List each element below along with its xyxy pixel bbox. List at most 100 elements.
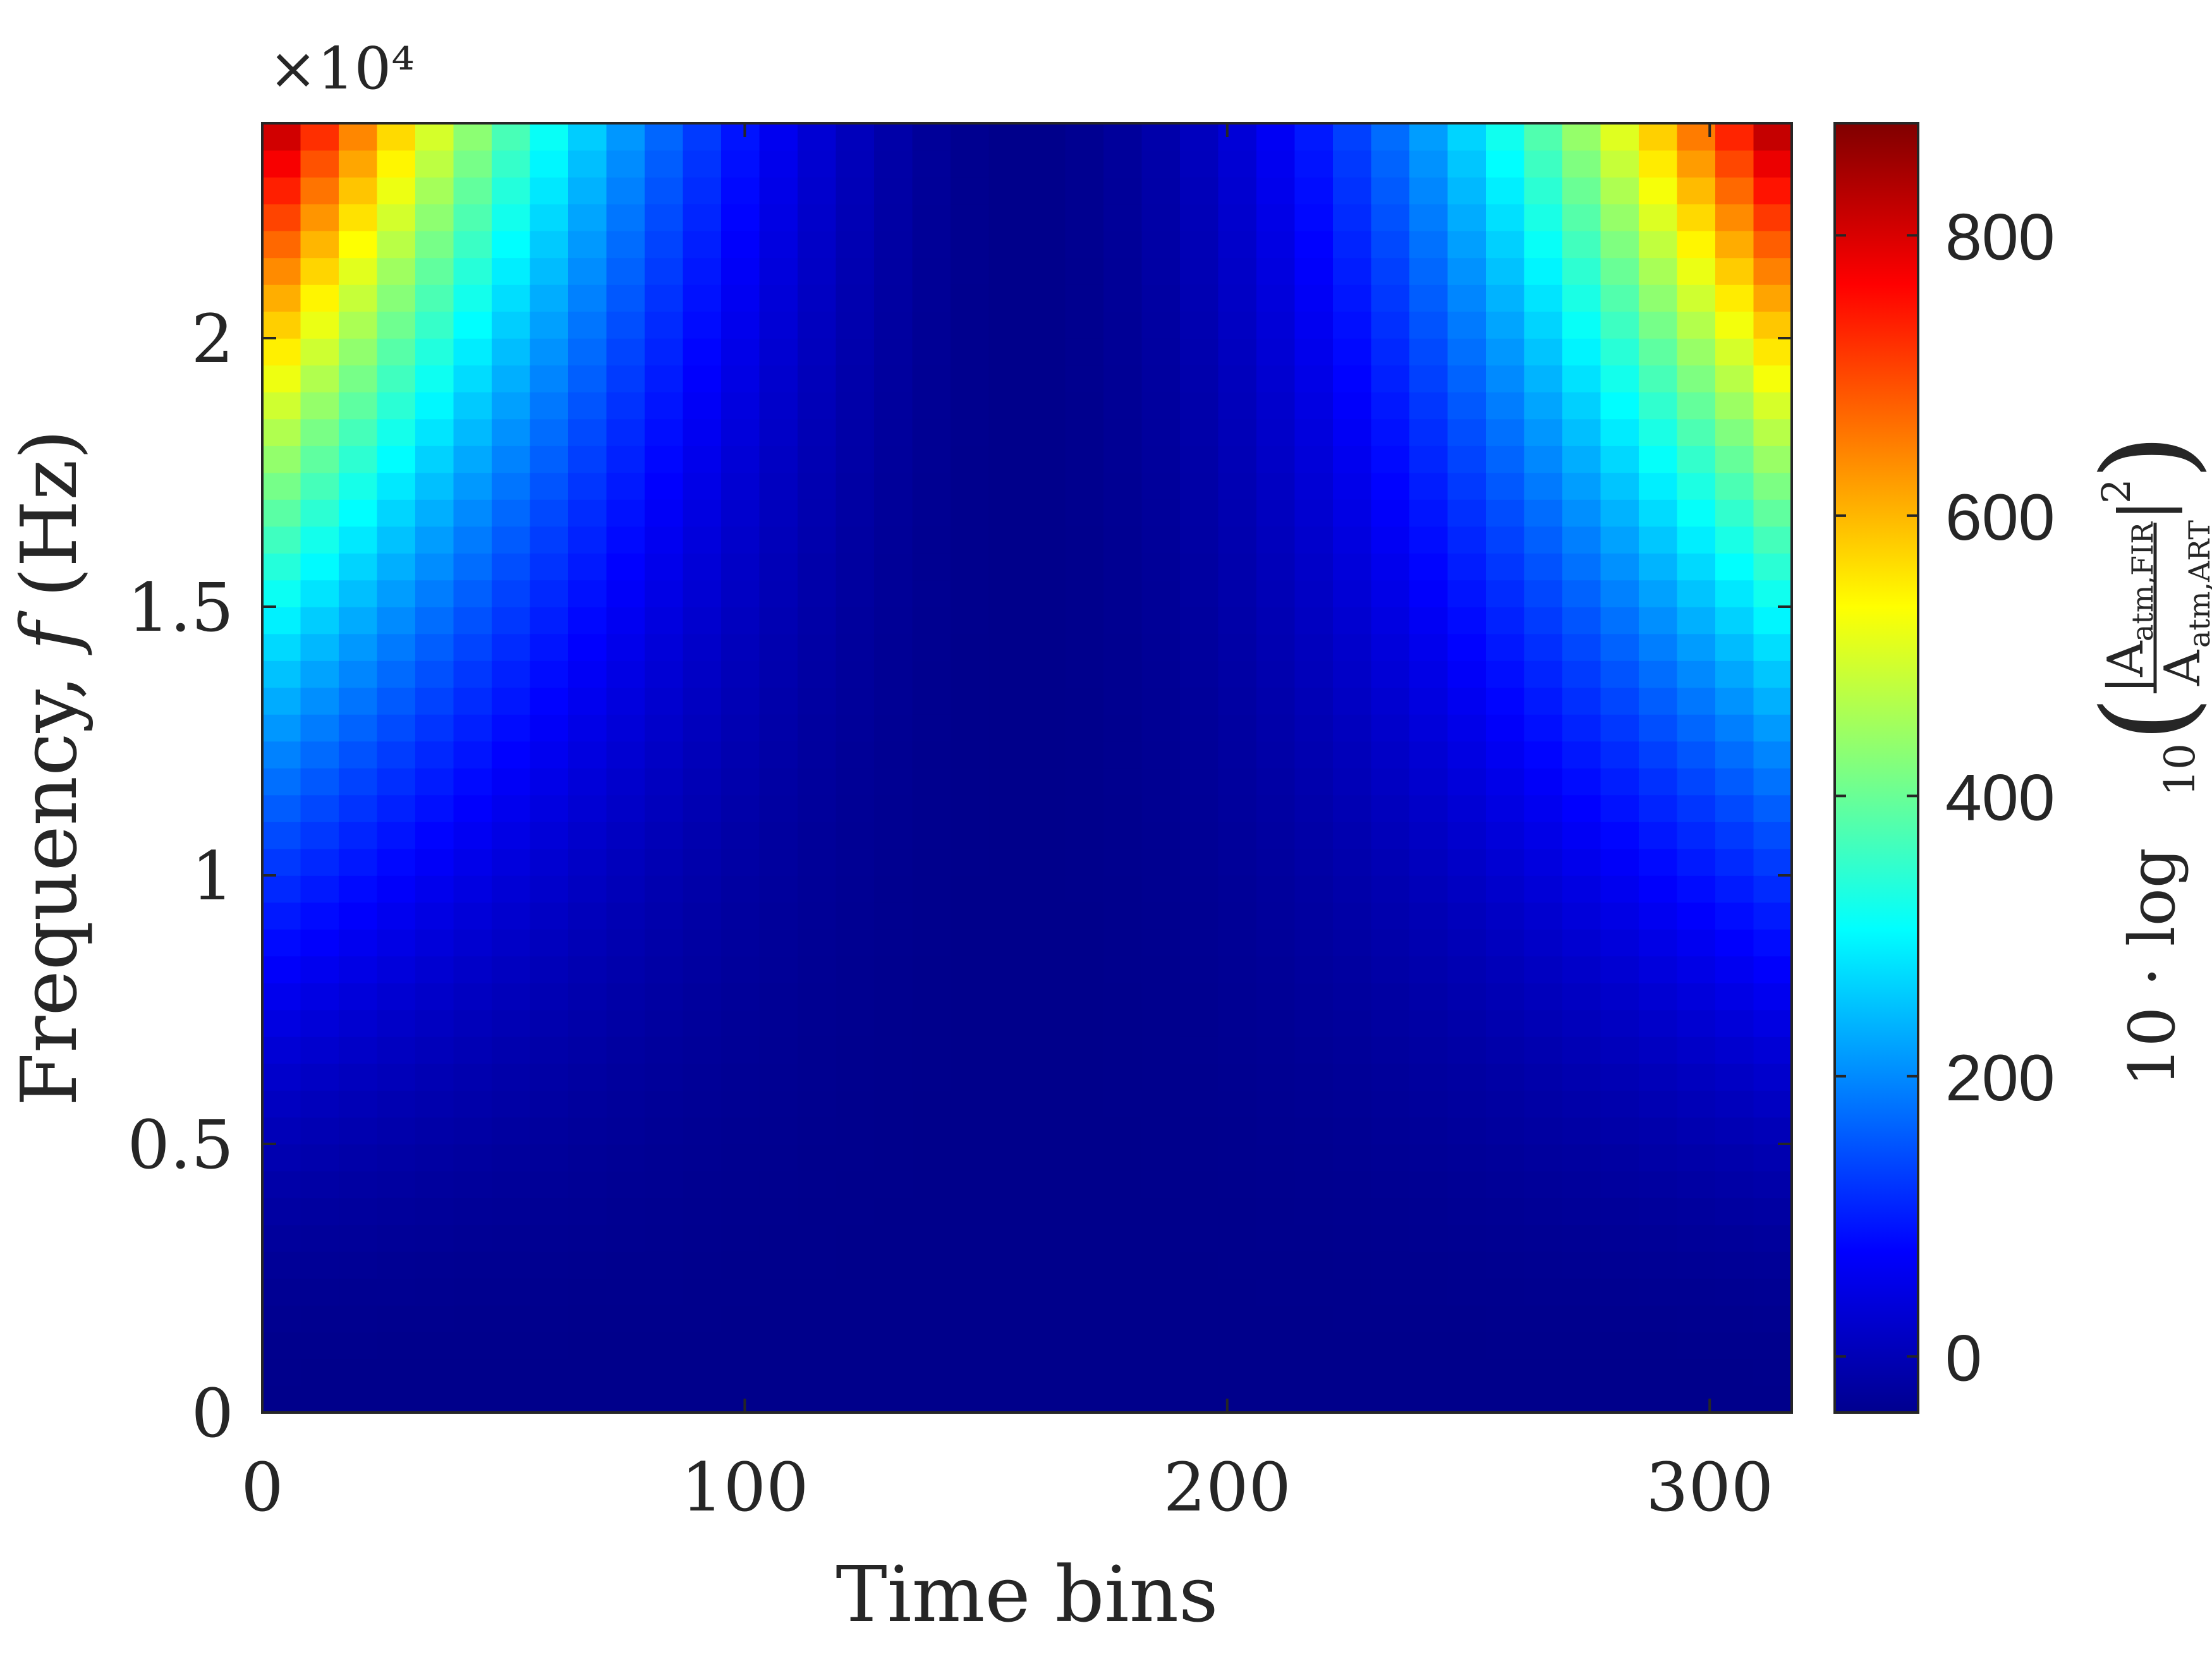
- heatmap-cell: [1715, 284, 1754, 312]
- heatmap-cell: [1065, 1224, 1104, 1252]
- heatmap-cell: [1486, 338, 1525, 366]
- heatmap-cell: [836, 257, 875, 285]
- heatmap-cell: [1333, 1385, 1372, 1413]
- heatmap-cell: [1639, 231, 1678, 258]
- heatmap-cell: [300, 1170, 339, 1198]
- heatmap-cell: [912, 553, 951, 581]
- heatmap-cell: [951, 553, 990, 581]
- heatmap-cell: [721, 1305, 760, 1333]
- heatmap-cell: [262, 633, 301, 661]
- heatmap-cell: [1562, 1224, 1601, 1252]
- heatmap-cell: [568, 177, 607, 205]
- heatmap-cell: [1333, 1144, 1372, 1172]
- heatmap-cell: [798, 580, 837, 607]
- heatmap-cell: [530, 231, 569, 258]
- heatmap-cell: [721, 1117, 760, 1145]
- heatmap-cell: [1486, 687, 1525, 715]
- heatmap-cell: [683, 311, 722, 339]
- heatmap-cell: [1562, 311, 1601, 339]
- heatmap-cell: [1562, 1144, 1601, 1172]
- heatmap-cell: [1027, 123, 1066, 151]
- heatmap-cell: [912, 1332, 951, 1359]
- heatmap-cell: [568, 633, 607, 661]
- heatmap-cell: [606, 231, 645, 258]
- heatmap-cell: [836, 123, 875, 151]
- colorbar-tick-label: 400: [1945, 761, 2055, 834]
- heatmap-cell: [1524, 1009, 1563, 1037]
- heatmap-cell: [1486, 231, 1525, 258]
- heatmap-cell: [530, 365, 569, 392]
- heatmap-cell: [1065, 580, 1104, 607]
- heatmap-cell: [1333, 848, 1372, 876]
- heatmap-cell: [912, 956, 951, 983]
- heatmap-cell: [1333, 1332, 1372, 1359]
- heatmap-cell: [1562, 231, 1601, 258]
- heatmap-cell: [951, 123, 990, 151]
- heatmap-cell: [1103, 365, 1143, 392]
- heatmap-cell: [300, 1036, 339, 1064]
- heatmap-cell: [1103, 1385, 1143, 1413]
- heatmap-cell: [1600, 418, 1639, 446]
- heatmap-cell: [1180, 1170, 1219, 1198]
- heatmap-cell: [683, 284, 722, 312]
- heatmap-cell: [1715, 660, 1754, 688]
- heatmap-cell: [1524, 1063, 1563, 1091]
- heatmap-cell: [1677, 768, 1716, 796]
- heatmap-cell: [798, 472, 837, 500]
- heatmap-cell: [1103, 392, 1143, 420]
- heatmap-cell: [1715, 983, 1754, 1011]
- heatmap-cell: [262, 929, 301, 957]
- heatmap-cell: [1256, 929, 1296, 957]
- heatmap-cell: [874, 607, 913, 635]
- heatmap-cell: [1294, 983, 1334, 1011]
- heatmap-cell: [1600, 1198, 1639, 1225]
- heatmap-cell: [1600, 499, 1639, 527]
- heatmap-cell: [1027, 150, 1066, 178]
- heatmap-cell: [988, 768, 1028, 796]
- heatmap-cell: [1677, 1359, 1716, 1387]
- heatmap-cell: [1333, 741, 1372, 769]
- heatmap-cell: [1141, 1305, 1181, 1333]
- heatmap-cell: [1409, 714, 1449, 742]
- heatmap-cell: [1486, 204, 1525, 231]
- heatmap-cell: [645, 768, 684, 796]
- heatmap-cell: [339, 1090, 378, 1118]
- heatmap-cell: [453, 956, 492, 983]
- heatmap-cell: [988, 204, 1028, 231]
- heatmap-cell: [912, 231, 951, 258]
- heatmap-cell: [530, 1036, 569, 1064]
- heatmap-cell: [415, 553, 454, 581]
- heatmap-cell: [1294, 660, 1334, 688]
- heatmap-cell: [1715, 794, 1754, 822]
- heatmap-cell: [1753, 365, 1792, 392]
- heatmap-cell: [1065, 687, 1104, 715]
- heatmap-cell: [1677, 284, 1716, 312]
- heatmap-cell: [1677, 633, 1716, 661]
- heatmap-cell: [1600, 714, 1639, 742]
- heatmap-cell: [988, 929, 1028, 957]
- heatmap-cell: [1715, 1090, 1754, 1118]
- heatmap-cell: [1027, 1251, 1066, 1279]
- heatmap-cell: [912, 1224, 951, 1252]
- heatmap-cell: [1715, 1359, 1754, 1387]
- heatmap-cell: [988, 794, 1028, 822]
- heatmap-cell: [377, 123, 416, 151]
- heatmap-cell: [1027, 714, 1066, 742]
- heatmap-cell: [1333, 472, 1372, 500]
- heatmap-cell: [951, 1224, 990, 1252]
- heatmap-cell: [1103, 687, 1143, 715]
- heatmap-cell: [1218, 1009, 1257, 1037]
- heatmap-cell: [1371, 553, 1410, 581]
- heatmap-cell: [1371, 660, 1410, 688]
- heatmap-cell: [874, 284, 913, 312]
- heatmap-cell: [530, 983, 569, 1011]
- heatmap-cell: [836, 983, 875, 1011]
- heatmap-cell: [988, 1063, 1028, 1091]
- heatmap-cell: [1677, 714, 1716, 742]
- heatmap-cell: [1639, 150, 1678, 178]
- heatmap-cell: [1524, 204, 1563, 231]
- heatmap-cell: [1524, 1359, 1563, 1387]
- heatmap-cell: [1715, 150, 1754, 178]
- heatmap-cell: [1371, 365, 1410, 392]
- heatmap-cell: [874, 472, 913, 500]
